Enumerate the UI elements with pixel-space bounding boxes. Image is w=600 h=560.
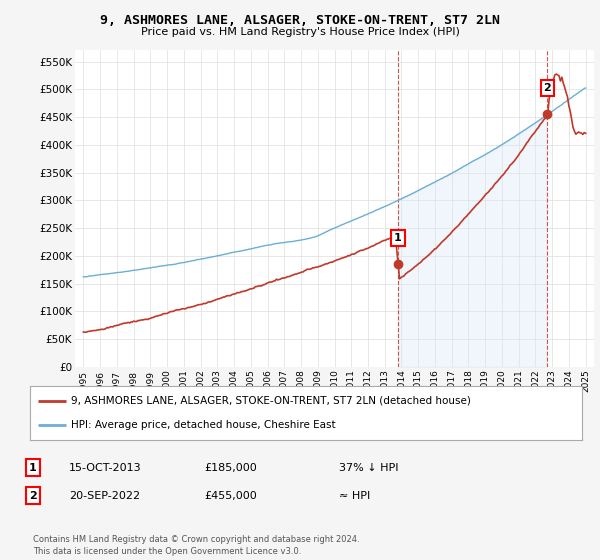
Text: Price paid vs. HM Land Registry's House Price Index (HPI): Price paid vs. HM Land Registry's House … — [140, 27, 460, 37]
Text: 9, ASHMORES LANE, ALSAGER, STOKE-ON-TRENT, ST7 2LN (detached house): 9, ASHMORES LANE, ALSAGER, STOKE-ON-TREN… — [71, 396, 471, 406]
Text: 2: 2 — [544, 83, 551, 93]
Text: 37% ↓ HPI: 37% ↓ HPI — [339, 463, 398, 473]
Text: 1: 1 — [29, 463, 37, 473]
Text: ≈ HPI: ≈ HPI — [339, 491, 370, 501]
Text: 9, ASHMORES LANE, ALSAGER, STOKE-ON-TRENT, ST7 2LN: 9, ASHMORES LANE, ALSAGER, STOKE-ON-TREN… — [100, 14, 500, 27]
Text: 15-OCT-2013: 15-OCT-2013 — [69, 463, 142, 473]
Text: 1: 1 — [394, 233, 402, 243]
Text: 2: 2 — [29, 491, 37, 501]
Text: Contains HM Land Registry data © Crown copyright and database right 2024.
This d: Contains HM Land Registry data © Crown c… — [33, 535, 359, 556]
Text: £455,000: £455,000 — [204, 491, 257, 501]
Text: HPI: Average price, detached house, Cheshire East: HPI: Average price, detached house, Ches… — [71, 420, 336, 430]
Text: £185,000: £185,000 — [204, 463, 257, 473]
Text: 20-SEP-2022: 20-SEP-2022 — [69, 491, 140, 501]
